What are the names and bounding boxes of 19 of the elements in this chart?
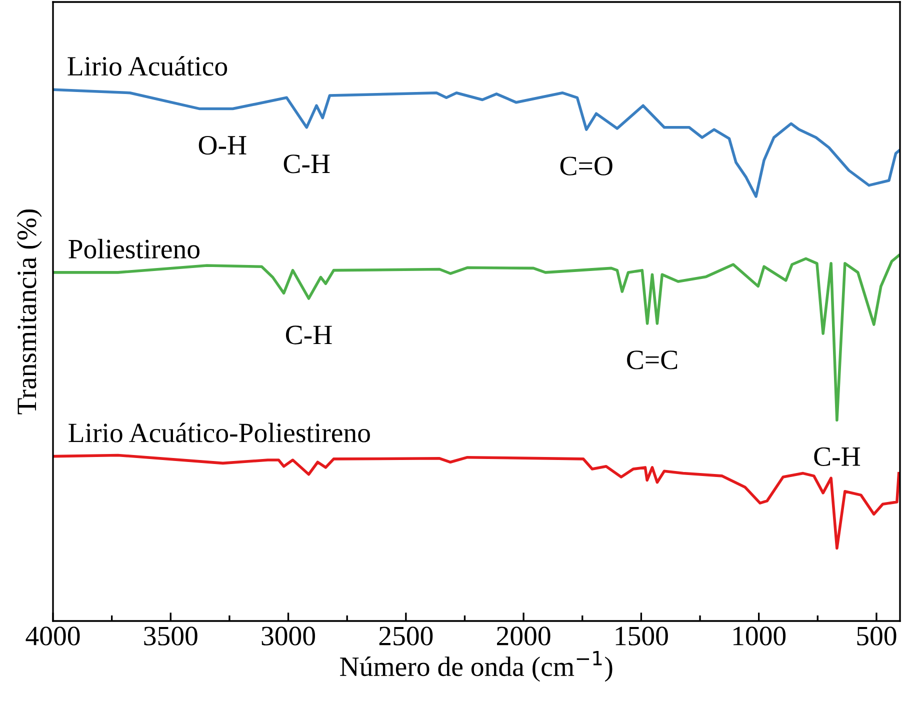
x-tick-label: 3000 xyxy=(262,626,315,646)
annotation: C-H xyxy=(284,154,330,174)
x-tick-label: 1500 xyxy=(616,626,668,646)
x-tick-label: 2500 xyxy=(379,626,433,646)
annotation: C=C xyxy=(627,350,678,370)
annotation: O-H xyxy=(198,136,246,155)
annotation: C-H xyxy=(814,447,860,466)
series-label: Lirio Acuático-Poliestireno xyxy=(68,422,370,442)
y-axis-title: Transmitancia (%) xyxy=(16,209,42,414)
series-label: Lirio Acuático xyxy=(68,56,228,76)
annotation: C=O xyxy=(560,156,612,176)
x-axis-title: Número de onda (cm$^{−1}$) xyxy=(340,651,612,682)
x-tick-label: 3500 xyxy=(144,626,198,646)
x-tick-label: 1000 xyxy=(734,626,786,646)
series-label: Poliestireno xyxy=(68,238,200,258)
x-tick-label: 2000 xyxy=(496,626,550,646)
x-tick-label: 500 xyxy=(857,626,896,646)
annotation: C-H xyxy=(286,326,332,344)
x-tick-label: 4000 xyxy=(26,626,80,646)
